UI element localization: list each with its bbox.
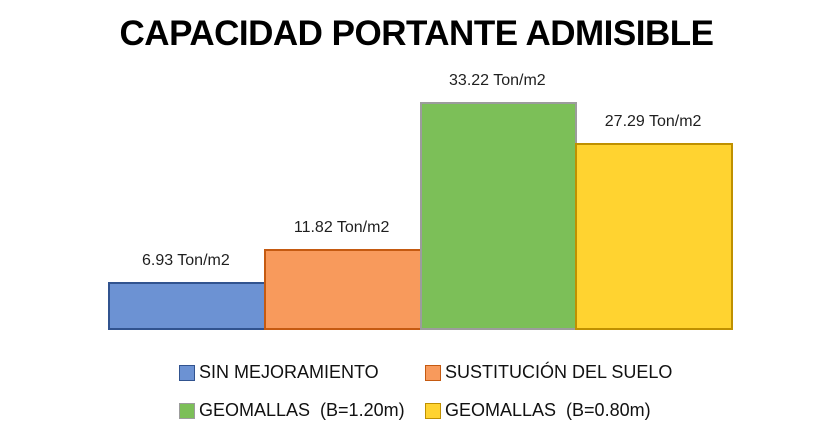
bar-1 bbox=[263, 248, 422, 330]
bar-data-label-2: 33.22 Ton/m2 bbox=[449, 72, 546, 90]
legend-swatch-icon bbox=[425, 402, 441, 419]
legend-item-2: GEOMALLAS (B=1.20m) bbox=[179, 400, 405, 421]
legend-item-1: SUSTITUCIÓN DEL SUELO bbox=[425, 362, 672, 383]
legend-swatch-icon bbox=[179, 402, 195, 419]
bar-data-label-3: 27.29 Ton/m2 bbox=[604, 112, 702, 130]
legend-swatch-icon bbox=[179, 364, 195, 381]
bar-2 bbox=[419, 102, 578, 330]
bar-3 bbox=[575, 142, 733, 330]
legend-label: SIN MEJORAMIENTO bbox=[199, 362, 379, 382]
legend-item-0: SIN MEJORAMIENTO bbox=[179, 362, 379, 383]
bar-data-label-0: 6.93 Ton/m2 bbox=[141, 252, 230, 270]
legend-swatch-icon bbox=[425, 364, 441, 381]
legend-label: GEOMALLAS (B=0.80m) bbox=[445, 400, 651, 420]
legend-item-3: GEOMALLAS (B=0.80m) bbox=[425, 400, 651, 421]
legend-label: GEOMALLAS (B=1.20m) bbox=[199, 400, 405, 420]
plot-area: 6.93 Ton/m2 11.82 Ton/m2 33.22 Ton/m2 27.29… bbox=[108, 72, 733, 330]
bar-data-label-1: 11.82 Ton/m2 bbox=[293, 218, 390, 236]
legend-label: SUSTITUCIÓN DEL SUELO bbox=[445, 362, 673, 382]
chart-title: CAPACIDAD PORTANTE ADMISIBLE bbox=[119, 14, 714, 53]
bar-0 bbox=[108, 282, 266, 330]
